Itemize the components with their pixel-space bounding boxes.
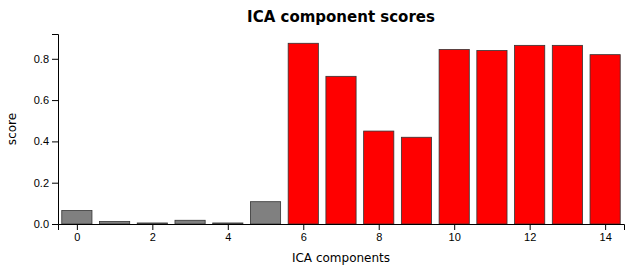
- bar: [175, 220, 205, 224]
- x-tick-label: 8: [376, 231, 382, 243]
- chart: 0 2 4 6 8 10 12 14 0.0 0.2 0.4 0.6 0.8 ICA component …: [0, 0, 640, 270]
- bar: [326, 76, 356, 224]
- bar: [213, 223, 243, 224]
- y-tick-label: 0.2: [34, 177, 49, 189]
- x-tick-label: 4: [225, 231, 231, 243]
- x-tick: 12: [524, 224, 536, 243]
- bar: [439, 49, 469, 224]
- y-axis-title: score: [5, 113, 19, 145]
- y-tick-mark: [52, 100, 58, 101]
- bars: [62, 43, 620, 224]
- bar: [477, 51, 507, 224]
- x-tick: 8: [376, 224, 382, 243]
- y-tick: 0.4: [34, 135, 58, 147]
- bar: [137, 223, 167, 224]
- y-tick-mark: [52, 183, 58, 184]
- y-tick: 0.6: [34, 94, 58, 106]
- x-tick-mark: [228, 224, 229, 230]
- x-tick: 0: [74, 224, 80, 243]
- x-tick-mark: [530, 224, 531, 230]
- x-axis-title: ICA components: [292, 251, 390, 265]
- y-tick-label: 0.6: [34, 94, 49, 106]
- y-tick-label: 0.8: [34, 53, 49, 65]
- y-tick-mark: [52, 59, 58, 60]
- bar: [100, 222, 130, 224]
- x-tick: 14: [600, 224, 612, 243]
- bar: [62, 211, 92, 224]
- bar: [401, 137, 431, 224]
- x-tick: 2: [150, 224, 156, 243]
- bar: [515, 45, 545, 224]
- y-tick: 0.8: [34, 53, 58, 65]
- x-tick-label: 0: [74, 231, 80, 243]
- bar: [590, 55, 620, 224]
- x-tick-label: 10: [449, 231, 461, 243]
- plot: 0 2 4 6 8 10 12 14 0.0 0.2 0.4 0.6 0.8: [34, 35, 625, 243]
- x-tick-label: 14: [600, 231, 612, 243]
- bar: [364, 131, 394, 224]
- x-tick-mark: [152, 224, 153, 230]
- bar: [552, 45, 582, 224]
- y-axis: 0.0 0.2 0.4 0.6 0.8: [34, 35, 59, 231]
- y-tick: 0.0: [34, 218, 58, 230]
- x-tick-mark: [605, 224, 606, 230]
- x-tick-mark: [379, 224, 380, 230]
- title: ICA component scores: [247, 8, 435, 26]
- x-tick-mark: [454, 224, 455, 230]
- x-tick: 4: [225, 224, 231, 243]
- x-tick: 10: [449, 224, 461, 243]
- x-axis: 0 2 4 6 8 10 12 14: [59, 224, 625, 243]
- x-tick-label: 12: [524, 231, 536, 243]
- x-tick-mark: [303, 224, 304, 230]
- x-tick-label: 6: [301, 231, 307, 243]
- bar: [250, 202, 280, 224]
- y-tick-label: 0.4: [34, 135, 49, 147]
- y-tick-label: 0.0: [34, 218, 49, 230]
- y-tick: 0.2: [34, 177, 58, 189]
- y-axis-line: [52, 35, 59, 225]
- x-tick-label: 2: [150, 231, 156, 243]
- y-tick-mark: [52, 224, 58, 225]
- x-tick: 6: [301, 224, 307, 243]
- y-tick-mark: [52, 141, 58, 142]
- bar: [288, 43, 318, 224]
- x-axis-line: [59, 225, 625, 231]
- x-tick-mark: [77, 224, 78, 230]
